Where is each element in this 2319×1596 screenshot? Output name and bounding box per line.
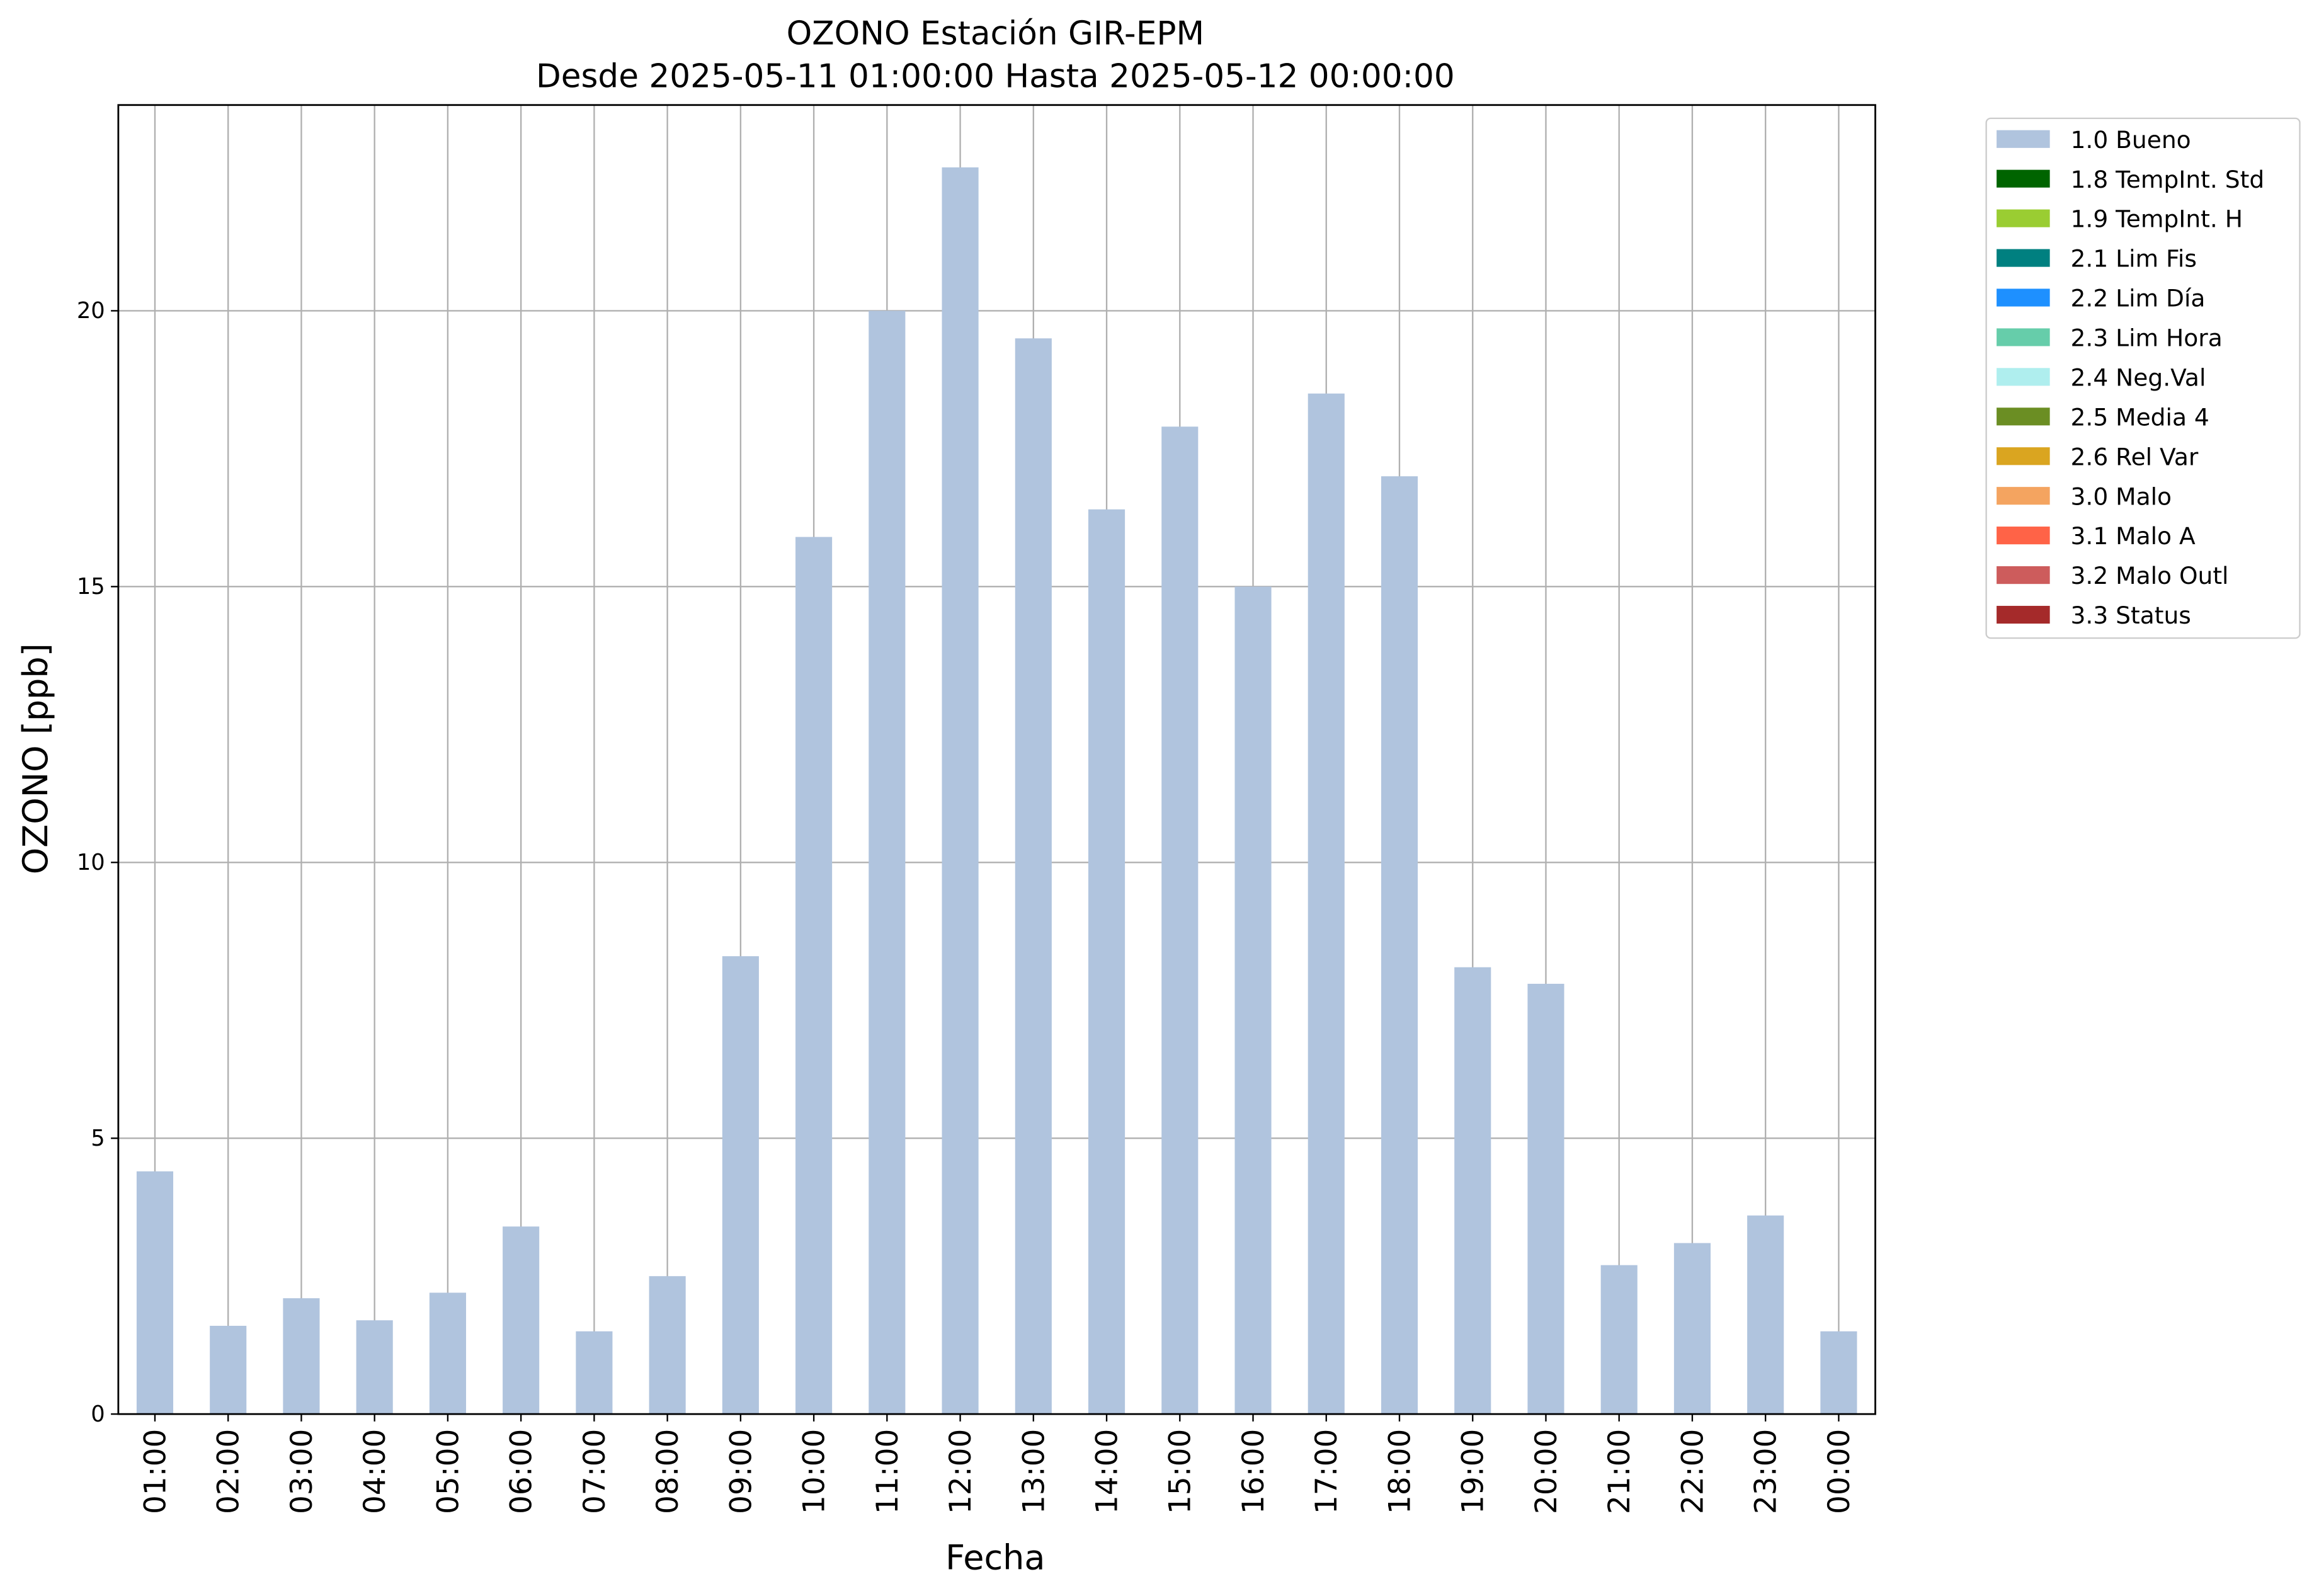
legend-label: 2.4 Neg.Val: [2071, 363, 2206, 391]
bar: [1161, 426, 1199, 1415]
legend-swatch: [1997, 408, 2050, 426]
legend-label: 1.9 TempInt. H: [2071, 205, 2243, 233]
legend-box: [1985, 117, 2301, 639]
x-tick-label: 14:00: [1090, 1429, 1124, 1514]
x-tick-label: 16:00: [1236, 1429, 1271, 1514]
bar: [1308, 393, 1345, 1415]
y-tick-label: 5: [91, 1126, 105, 1151]
plot-area: 01:00 02:00 03:00 04:00 05:00 06:00 07:00 08:00…: [77, 104, 1876, 1514]
y-tick-label: 20: [77, 298, 105, 324]
bar: [576, 1331, 613, 1415]
legend-swatch: [1997, 447, 2050, 465]
legend-label: 1.0 Bueno: [2071, 126, 2191, 154]
x-tick-label: 07:00: [578, 1429, 612, 1514]
legend-swatch: [1997, 288, 2050, 307]
bar: [1673, 1243, 1711, 1415]
legend-swatch: [1997, 209, 2050, 227]
legend-swatch: [1997, 328, 2050, 346]
x-tick-label: 11:00: [870, 1429, 905, 1514]
bar: [869, 311, 906, 1415]
legend-label: 1.8 TempInt. Std: [2071, 166, 2265, 193]
x-tick-label: 20:00: [1529, 1429, 1564, 1514]
legend-label: 3.1 Malo A: [2071, 522, 2196, 550]
x-tick-label: 13:00: [1017, 1429, 1051, 1514]
legend-swatch: [1997, 249, 2050, 267]
x-tick-label: 19:00: [1456, 1429, 1491, 1514]
chart-subtitle: Desde 2025-05-11 01:00:00 Hasta 2025-05-…: [536, 58, 1455, 96]
x-tick-label: 02:00: [212, 1429, 246, 1514]
legend-label: 2.2 Lim Día: [2071, 285, 2206, 312]
bar: [503, 1226, 540, 1415]
legend-swatch: [1997, 169, 2050, 188]
bar: [210, 1326, 247, 1415]
legend-swatch: [1997, 130, 2050, 148]
x-tick-label: 23:00: [1749, 1429, 1784, 1514]
x-tick-label: 17:00: [1309, 1429, 1344, 1514]
bar: [1234, 586, 1272, 1415]
x-tick-label: 12:00: [943, 1429, 978, 1514]
x-axis-label: Fecha: [945, 1538, 1045, 1578]
x-tick-label: 06:00: [504, 1429, 539, 1514]
bar: [649, 1276, 686, 1415]
legend-swatch: [1997, 566, 2050, 584]
legend-label: 2.5 Media 4: [2071, 403, 2209, 431]
x-tick-label: 08:00: [651, 1429, 685, 1514]
legend-label: 3.0 Malo: [2071, 482, 2172, 510]
bar: [1820, 1331, 1857, 1415]
bar: [283, 1298, 320, 1415]
y-tick-label: 0: [91, 1401, 105, 1427]
bar: [722, 956, 759, 1415]
bar: [1381, 476, 1418, 1415]
legend-swatch: [1997, 487, 2050, 505]
x-tick-label: 09:00: [724, 1429, 758, 1514]
chart-title: OZONO Estación GIR-EPM: [787, 14, 1204, 52]
bar: [429, 1292, 466, 1415]
x-tick-label: 22:00: [1675, 1429, 1710, 1514]
y-tick-label: 15: [77, 574, 105, 600]
legend-label: 2.3 Lim Hora: [2071, 324, 2223, 352]
bar: [1088, 509, 1125, 1415]
bar: [795, 537, 833, 1415]
x-tick-label: 03:00: [285, 1429, 319, 1514]
legend-swatch: [1997, 368, 2050, 386]
x-tick-label: 21:00: [1602, 1429, 1637, 1514]
legend-label: 2.1 Lim Fis: [2071, 245, 2197, 273]
x-tick-label: 01:00: [138, 1429, 173, 1514]
bar: [1600, 1265, 1638, 1415]
legend-label: 2.6 Rel Var: [2071, 443, 2199, 470]
legend-swatch: [1997, 527, 2050, 545]
x-tick-label: 15:00: [1163, 1429, 1198, 1514]
legend-label: 3.2 Malo Outl: [2071, 562, 2229, 590]
y-axis-label: OZONO [ppb]: [16, 643, 55, 874]
bar: [942, 167, 979, 1415]
legend: 1.0 Bueno 1.8 TempInt. Std 1.9 TempInt. H 2…: [1985, 117, 2301, 639]
bar: [1747, 1215, 1784, 1415]
legend-swatch: [1997, 605, 2050, 624]
x-tick-label: 10:00: [797, 1429, 832, 1514]
x-tick-label: 04:00: [358, 1429, 392, 1514]
bar: [1527, 983, 1564, 1415]
bar: [1454, 967, 1491, 1415]
x-tick-label: 05:00: [431, 1429, 465, 1514]
bar: [1015, 338, 1052, 1415]
legend-label: 3.3 Status: [2071, 601, 2191, 629]
x-tick-label: 18:00: [1382, 1429, 1417, 1514]
x-tick-label: 00:00: [1822, 1429, 1857, 1514]
y-tick-label: 10: [77, 850, 105, 875]
plot-frame: [117, 104, 1876, 1415]
bar: [136, 1171, 174, 1415]
bar: [356, 1320, 393, 1415]
